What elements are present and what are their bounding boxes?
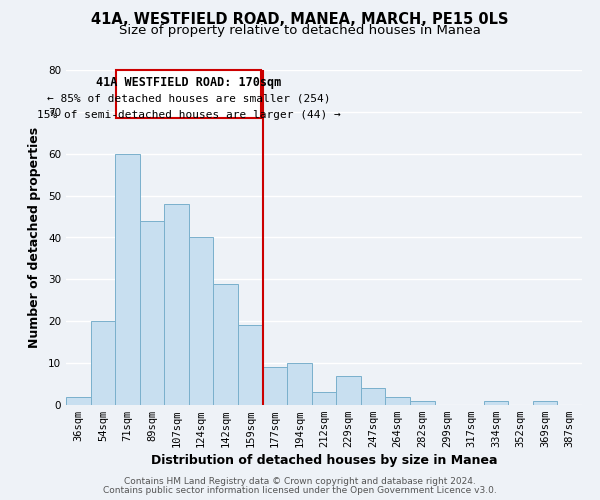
Bar — [91, 322, 115, 405]
Text: 41A WESTFIELD ROAD: 170sqm: 41A WESTFIELD ROAD: 170sqm — [96, 76, 281, 90]
Bar — [115, 154, 140, 405]
Bar — [66, 396, 91, 405]
Text: Size of property relative to detached houses in Manea: Size of property relative to detached ho… — [119, 24, 481, 37]
Text: Contains public sector information licensed under the Open Government Licence v3: Contains public sector information licen… — [103, 486, 497, 495]
Bar — [410, 401, 434, 405]
Text: ← 85% of detached houses are smaller (254): ← 85% of detached houses are smaller (25… — [47, 93, 331, 103]
Y-axis label: Number of detached properties: Number of detached properties — [28, 127, 41, 348]
Text: 15% of semi-detached houses are larger (44) →: 15% of semi-detached houses are larger (… — [37, 110, 341, 120]
Text: Contains HM Land Registry data © Crown copyright and database right 2024.: Contains HM Land Registry data © Crown c… — [124, 477, 476, 486]
Bar — [189, 238, 214, 405]
Bar — [484, 401, 508, 405]
Text: 41A, WESTFIELD ROAD, MANEA, MARCH, PE15 0LS: 41A, WESTFIELD ROAD, MANEA, MARCH, PE15 … — [91, 12, 509, 28]
Bar — [361, 388, 385, 405]
X-axis label: Distribution of detached houses by size in Manea: Distribution of detached houses by size … — [151, 454, 497, 468]
Bar — [385, 396, 410, 405]
Bar — [116, 70, 262, 118]
Bar — [336, 376, 361, 405]
Bar — [533, 401, 557, 405]
Bar — [140, 221, 164, 405]
Bar — [287, 363, 312, 405]
Bar — [238, 326, 263, 405]
Bar — [312, 392, 336, 405]
Bar — [263, 368, 287, 405]
Bar — [164, 204, 189, 405]
Bar — [214, 284, 238, 405]
